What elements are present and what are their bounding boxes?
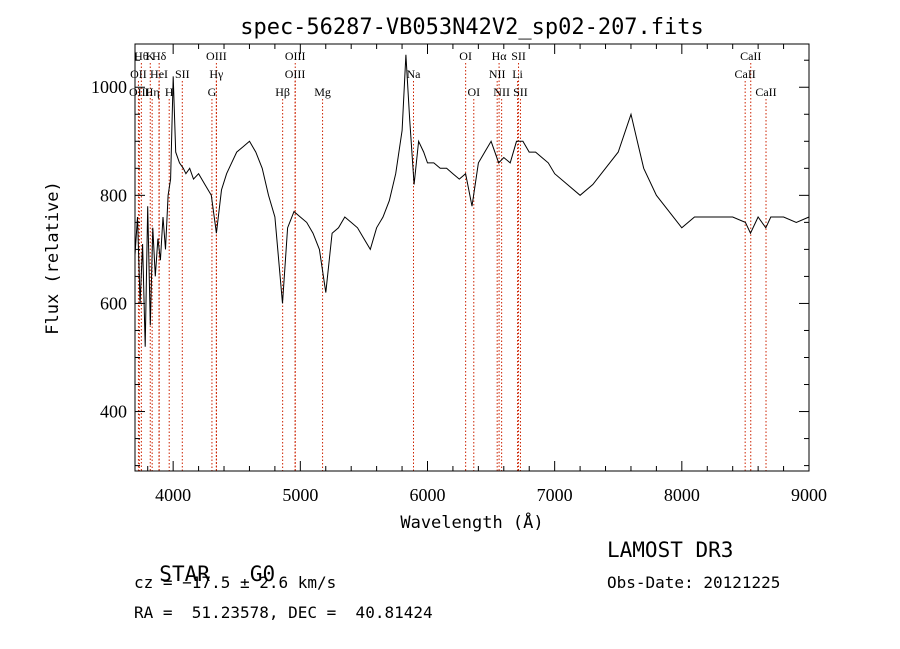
x-tick-label: 5000	[282, 485, 318, 505]
y-tick-label: 800	[100, 185, 127, 205]
x-tick-label: 9000	[791, 485, 827, 505]
obs-date-text: Obs-Date: 20121225	[607, 573, 781, 592]
line-marker-label: OIII	[129, 85, 150, 99]
y-tick-label: 400	[100, 402, 127, 422]
line-marker-label: CaII	[755, 85, 776, 99]
subclass-label: G0	[249, 562, 276, 586]
y-axis-label: Flux (relative)	[43, 181, 63, 335]
class-label: STAR	[159, 562, 210, 586]
line-marker-label: Na	[407, 67, 422, 81]
line-marker-label: OIII	[285, 67, 306, 81]
line-marker-label: OII	[130, 67, 147, 81]
y-tick-label: 1000	[91, 77, 127, 97]
line-marker-label: SII	[175, 67, 190, 81]
line-marker-label: K	[146, 49, 155, 63]
line-marker-label: Hβ	[275, 85, 290, 99]
line-marker-label: Hα	[492, 49, 508, 63]
y-axis-ticks: 400 600 800 1000	[91, 59, 809, 467]
x-tick-label: 8000	[664, 485, 700, 505]
x-axis-ticks: 4000 5000 6000 7000 8000 9000	[147, 44, 827, 505]
line-marker-label: CaII	[740, 49, 761, 63]
x-tick-label: 7000	[537, 485, 573, 505]
survey-label: LAMOST DR3	[607, 538, 734, 562]
chart-title: spec-56287-VB053N42V2_sp02-207.fits	[240, 15, 704, 40]
line-marker-label: Hη	[145, 85, 160, 99]
line-marker-label: Mg	[314, 85, 331, 99]
object-class: STAR G0	[134, 538, 275, 586]
x-axis-label: Wavelength (Å)	[400, 511, 543, 533]
line-marker-label: HeI	[150, 67, 168, 81]
line-marker-label: Li	[512, 67, 523, 81]
line-marker-label: SII	[513, 85, 528, 99]
redshift-text: cz = −17.5 ± 2.6 km/s	[134, 573, 337, 592]
plot-frame	[134, 43, 810, 472]
line-marker-label: NII	[489, 67, 506, 81]
line-marker-label: Hδ	[152, 49, 167, 63]
line-marker-label: OI	[467, 85, 480, 99]
line-marker-label: OIII	[285, 49, 306, 63]
line-marker-label: OIII	[206, 49, 227, 63]
line-marker-label: G	[208, 85, 217, 99]
line-marker-label: Hγ	[209, 67, 224, 81]
line-marker-label: OI	[459, 49, 472, 63]
x-tick-label: 4000	[155, 485, 191, 505]
line-marker-label: SII	[511, 49, 526, 63]
y-tick-label: 600	[100, 293, 127, 313]
line-marker-label: H	[165, 85, 174, 99]
line-marker-label: NII	[493, 85, 510, 99]
line-marker-label: Hθ	[134, 49, 149, 63]
x-tick-label: 6000	[409, 485, 445, 505]
coordinates-text: RA = 51.23578, DEC = 40.81424	[134, 603, 433, 622]
line-marker-label: CaII	[734, 67, 755, 81]
spectrum-line	[134, 54, 810, 347]
